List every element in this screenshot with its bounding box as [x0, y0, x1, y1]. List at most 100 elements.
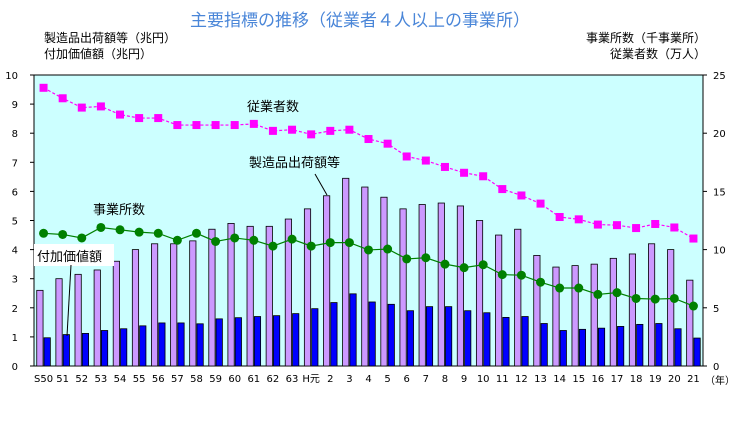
marker-establishments — [134, 227, 144, 237]
marker-employees — [288, 125, 297, 134]
bar-value-added — [578, 328, 586, 367]
marker-employees — [421, 156, 430, 165]
left-axis-label-1: 製造品出荷額等（兆円） — [44, 31, 176, 45]
left-tick-label: 2 — [12, 304, 18, 315]
annotation-establishments: 事業所数 — [93, 202, 145, 218]
bar-shipments — [495, 234, 503, 367]
annotation-employees: 従業者数 — [247, 99, 299, 115]
x-tick-label: 59 — [209, 374, 222, 385]
bar-shipments — [265, 225, 273, 367]
bar-value-added — [43, 337, 51, 367]
marker-establishments — [268, 241, 278, 251]
bar-shipments — [514, 228, 522, 367]
left-tick-label: 6 — [12, 187, 18, 198]
bar-shipments — [342, 177, 350, 367]
x-tick-label: 53 — [95, 374, 108, 385]
annotation-value-added-leader — [66, 264, 72, 337]
marker-establishments — [383, 244, 393, 254]
x-tick-label: H元 — [302, 374, 320, 385]
right-tick-label: 15 — [713, 187, 726, 198]
marker-employees — [536, 199, 545, 208]
marker-establishments — [631, 293, 641, 303]
right-tick-label: 10 — [713, 246, 726, 257]
marker-establishments — [249, 235, 259, 245]
bar-value-added — [617, 326, 625, 367]
bar-shipments — [609, 257, 617, 367]
x-tick-label: 56 — [152, 374, 165, 385]
bar-shipments — [571, 265, 579, 367]
right-tick-label: 20 — [713, 129, 726, 140]
bar-shipments — [112, 260, 120, 367]
x-tick-label: 61 — [247, 374, 260, 385]
bar-value-added — [81, 333, 89, 367]
left-axis-label-2: 付加価値額（兆円） — [44, 46, 152, 61]
bar-value-added — [406, 310, 414, 367]
marker-establishments — [96, 222, 106, 232]
marker-employees — [517, 191, 526, 200]
marker-establishments — [344, 238, 354, 248]
marker-establishments — [153, 228, 163, 238]
bar-value-added — [655, 323, 663, 367]
marker-employees — [689, 234, 698, 243]
bar-value-added — [196, 323, 204, 367]
left-tick-label: 8 — [12, 129, 18, 140]
bar-value-added — [693, 337, 701, 367]
bar-shipments — [189, 240, 197, 367]
x-tick-label: 54 — [114, 374, 127, 385]
bar-value-added — [120, 328, 128, 367]
bar-value-added — [158, 322, 166, 367]
marker-establishments — [364, 245, 373, 255]
x-tick-label: 19 — [649, 374, 662, 385]
x-tick-label: 63 — [286, 374, 299, 385]
bar-value-added — [425, 306, 434, 367]
bar-shipments — [131, 249, 140, 367]
marker-employees — [307, 130, 316, 139]
bar-value-added — [234, 317, 242, 367]
x-tick-label: 58 — [190, 374, 203, 385]
left-tick-label: 3 — [12, 275, 18, 286]
x-tick-label: 4 — [365, 374, 371, 385]
bar-value-added — [597, 327, 606, 367]
bar-shipments — [399, 208, 407, 367]
marker-establishments — [172, 235, 182, 245]
bar-shipments — [323, 195, 331, 367]
annotation-shipments-leader — [314, 173, 328, 196]
marker-establishments — [325, 238, 335, 248]
marker-establishments — [230, 233, 240, 243]
x-tick-label: 18 — [630, 374, 643, 385]
marker-employees — [249, 119, 258, 128]
marker-establishments — [440, 259, 450, 269]
marker-employees — [402, 152, 411, 161]
bar-value-added — [62, 334, 70, 367]
x-tick-label: S50 — [34, 374, 53, 385]
bar-shipments — [74, 273, 82, 367]
bar-shipments — [55, 278, 63, 367]
bar-shipments — [686, 279, 694, 367]
bar-value-added — [464, 310, 472, 367]
marker-establishments — [402, 254, 412, 264]
marker-employees — [58, 94, 67, 103]
bar-value-added — [139, 325, 147, 367]
marker-establishments — [211, 236, 221, 246]
x-tick-label: 16 — [592, 374, 605, 385]
bar-value-added — [101, 330, 109, 367]
bar-value-added — [483, 312, 491, 367]
x-tick-label: 17 — [611, 374, 624, 385]
bar-value-added — [368, 301, 376, 367]
marker-employees — [211, 121, 220, 130]
marker-establishments — [516, 270, 526, 280]
bar-shipments — [151, 243, 159, 367]
x-tick-label: 8 — [442, 374, 448, 385]
marker-establishments — [612, 288, 622, 298]
bar-shipments — [552, 266, 560, 367]
marker-employees — [440, 162, 449, 171]
marker-employees — [154, 114, 163, 123]
bar-shipments — [227, 223, 235, 367]
x-tick-label: 62 — [267, 374, 280, 385]
marker-employees — [574, 215, 583, 224]
bar-value-added — [674, 328, 682, 367]
marker-establishments — [287, 234, 297, 244]
bar-value-added — [502, 317, 510, 367]
left-tick-label: 9 — [12, 100, 18, 111]
bar-shipments — [475, 220, 484, 367]
